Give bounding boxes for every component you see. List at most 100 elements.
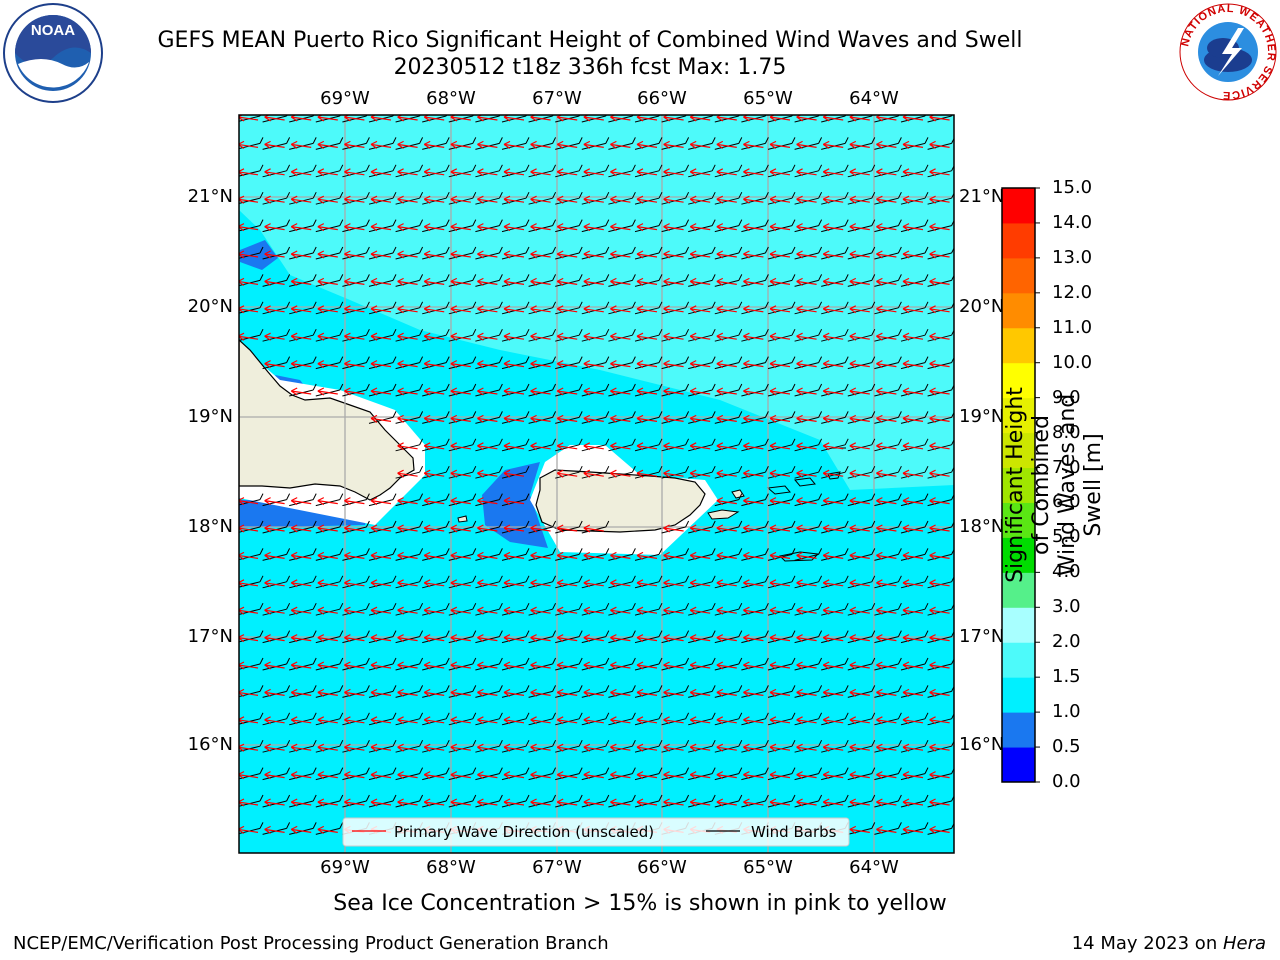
wave-direction-arrow: [902, 195, 924, 204]
wave-direction-arrow: [477, 716, 498, 725]
wave-direction-arrow: [239, 743, 259, 752]
wave-direction-arrow: [663, 469, 684, 478]
wave-direction-arrow: [876, 716, 897, 725]
wave-direction-arrow: [370, 606, 392, 615]
wave-direction-arrow: [477, 305, 498, 314]
wave-direction-arrow: [689, 223, 711, 232]
wave-direction-arrow: [743, 579, 764, 588]
wave-direction-arrow: [423, 634, 445, 643]
axis-tick-label: 16°N: [959, 734, 1005, 755]
wave-direction-arrow: [902, 551, 924, 560]
colorbar-segment: [1002, 537, 1035, 573]
wave-direction-arrow: [929, 250, 950, 259]
wave-direction-arrow: [397, 250, 418, 259]
wave-direction-arrow: [796, 688, 817, 697]
wave-direction-arrow: [769, 634, 791, 643]
axis-tick-label: 16°N: [187, 734, 233, 755]
wave-direction-arrow: [397, 332, 418, 341]
hispaniola-land: [239, 339, 415, 501]
wave-direction-arrow: [822, 688, 844, 697]
colorbar-tick-label: 14.0: [1052, 211, 1093, 233]
wave-direction-arrow: [344, 743, 365, 752]
wave-direction-arrow: [902, 688, 924, 697]
anegada-island: [827, 471, 841, 480]
wave-direction-arrow: [239, 634, 259, 643]
wave-direction-arrow: [663, 223, 684, 232]
wave-direction-arrow: [530, 223, 551, 232]
colorbar-tick-label: 9.0: [1052, 386, 1081, 408]
wave-direction-arrow: [743, 414, 764, 423]
title-line-1: GEFS MEAN Puerto Rico Significant Height…: [157, 28, 1023, 53]
wave-direction-arrow: [264, 277, 285, 286]
axis-tick-label: 19°N: [959, 406, 1005, 427]
vieques-island: [707, 509, 740, 520]
wave-direction-arrow: [636, 579, 658, 588]
wave-direction-arrow: [663, 524, 684, 533]
wave-direction-arrow: [716, 606, 737, 615]
wave-direction-arrow: [556, 305, 578, 314]
wave-direction-arrow: [583, 771, 604, 780]
wave-direction-arrow: [583, 168, 604, 177]
wave-direction-arrow: [397, 168, 418, 177]
wave-direction-arrow: [769, 688, 791, 697]
wave-direction-arrow: [610, 579, 631, 588]
wave-direction-arrow: [317, 798, 338, 807]
wave-direction-arrow: [264, 497, 285, 506]
wave-direction-arrow: [239, 332, 259, 341]
wave-patch-low-nw: [240, 240, 278, 270]
wave-direction-arrow: [689, 716, 711, 725]
wave-direction-arrow: [902, 168, 924, 177]
wave-direction-arrow: [344, 140, 365, 149]
wave-direction-arrow: [370, 524, 392, 533]
wave-direction-arrow: [423, 661, 445, 670]
wave-direction-arrow: [503, 360, 525, 369]
wave-direction-arrow: [796, 798, 817, 807]
wave-direction-arrow: [929, 743, 950, 752]
wave-direction-arrow: [822, 661, 844, 670]
wave-direction-arrow: [530, 579, 551, 588]
wave-direction-arrow: [743, 195, 764, 204]
wave-direction-arrow: [929, 305, 950, 314]
wave-direction-arrow: [769, 771, 791, 780]
wave-direction-arrow: [822, 634, 844, 643]
wave-direction-arrow: [849, 140, 870, 149]
wave-direction-arrow: [503, 250, 525, 259]
wave-direction-arrow: [716, 305, 737, 314]
wave-direction-arrow: [530, 688, 551, 697]
wave-direction-arrow: [610, 140, 631, 149]
wave-direction-arrow: [743, 771, 764, 780]
wave-direction-arrow: [849, 442, 870, 451]
wave-direction-arrow: [423, 360, 445, 369]
wave-direction-arrow: [239, 524, 259, 533]
wave-direction-arrow: [450, 140, 471, 149]
wave-direction-arrow: [583, 661, 604, 670]
wave-direction-arrow: [530, 716, 551, 725]
wave-direction-arrow: [530, 634, 551, 643]
wave-direction-arrow: [796, 743, 817, 752]
wave-direction-arrow: [769, 497, 791, 506]
wave-direction-arrow: [716, 360, 737, 369]
wave-direction-arrow: [769, 195, 791, 204]
wave-direction-arrow: [610, 195, 631, 204]
wave-direction-arrow: [876, 223, 897, 232]
wave-direction-arrow: [902, 524, 924, 533]
wave-direction-arrow: [716, 688, 737, 697]
wave-direction-arrow: [876, 524, 897, 533]
wave-direction-arrow: [370, 277, 392, 286]
footer-right: 14 May 2023 on Hera: [1072, 933, 1266, 954]
wave-direction-arrow: [769, 332, 791, 341]
wave-direction-arrow: [264, 332, 285, 341]
wave-direction-arrow: [397, 305, 418, 314]
wave-direction-arrow: [503, 634, 525, 643]
wave-direction-arrow: [477, 579, 498, 588]
axis-tick-label: 69°W: [320, 88, 370, 109]
wave-direction-arrow: [876, 305, 897, 314]
wave-direction-arrow: [239, 223, 259, 232]
wave-direction-arrow: [503, 716, 525, 725]
wave-direction-arrow: [636, 634, 658, 643]
wave-direction-arrow: [822, 277, 844, 286]
wave-direction-arrow: [423, 771, 445, 780]
wave-direction-arrow: [663, 688, 684, 697]
wave-direction-arrow: [663, 551, 684, 560]
